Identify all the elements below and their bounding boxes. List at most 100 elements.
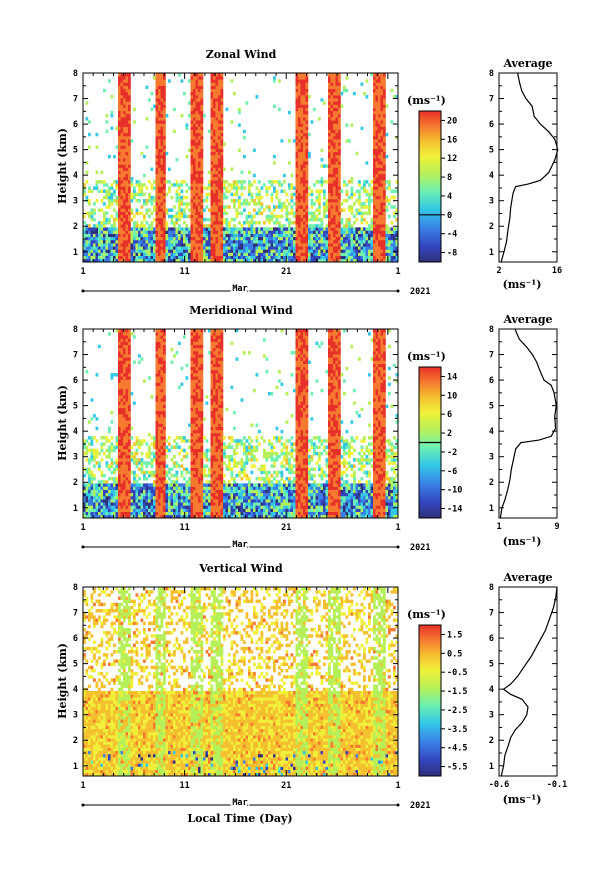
- heatmap-cell: [213, 82, 216, 86]
- heatmap-cell: [373, 246, 376, 250]
- heatmap-cell: [155, 151, 159, 156]
- heatmap-cell: [120, 511, 124, 516]
- heatmap-cell: [83, 486, 86, 490]
- heatmap-cell: [160, 183, 164, 187]
- heatmap-cell: [328, 158, 331, 162]
- heatmap-cell: [235, 243, 239, 247]
- heatmap-cell: [383, 189, 386, 193]
- heatmap-cell: [193, 79, 196, 83]
- heatmap-cell: [225, 233, 229, 238]
- heatmap-cell: [125, 145, 129, 149]
- heatmap-cell: [333, 76, 336, 80]
- heatmap-cell: [200, 224, 204, 228]
- heatmap-cell: [125, 76, 129, 80]
- heatmap-cell: [215, 145, 219, 149]
- heatmap-cell: [283, 246, 286, 250]
- heatmap-cell: [338, 224, 341, 228]
- heatmap-cell: [103, 495, 106, 500]
- heatmap-cell: [298, 217, 301, 222]
- heatmap-cell: [263, 230, 266, 234]
- heatmap-cell: [283, 233, 286, 238]
- heatmap-cell: [373, 202, 376, 206]
- heatmap-cell: [88, 467, 91, 472]
- heatmap-cell: [363, 255, 366, 260]
- heatmap-cell: [295, 230, 299, 234]
- heatmap-cell: [310, 217, 314, 222]
- heatmap-cell: [258, 258, 261, 263]
- heatmap-cell: [93, 414, 96, 418]
- heatmap-cell: [363, 202, 366, 206]
- heatmap-cell: [323, 189, 326, 193]
- heatmap-cell: [375, 249, 379, 253]
- heatmap-cell: [218, 202, 221, 206]
- heatmap-cell: [158, 439, 161, 443]
- heatmap-cell: [160, 423, 164, 427]
- heatmap-cell: [173, 205, 176, 209]
- heatmap-cell: [335, 158, 339, 162]
- heatmap-cell: [128, 508, 131, 512]
- heatmap-cell: [98, 508, 101, 512]
- heatmap-cell: [145, 499, 149, 503]
- heatmap-cell: [155, 145, 159, 149]
- heatmap-cell: [383, 258, 386, 263]
- heatmap-cell: [160, 473, 164, 478]
- heatmap-cell: [128, 189, 131, 193]
- heatmap-cell: [253, 243, 256, 247]
- heatmap-cell: [333, 110, 336, 115]
- heatmap-cell: [190, 142, 194, 146]
- heatmap-cell: [395, 252, 399, 256]
- heatmap-cell: [333, 217, 336, 222]
- heatmap-cell: [200, 249, 204, 253]
- heatmap-cell: [163, 499, 166, 503]
- heatmap-cell: [303, 113, 306, 118]
- heatmap-cell: [388, 246, 391, 250]
- heatmap-cell: [158, 139, 161, 143]
- heatmap-cell: [298, 233, 301, 238]
- heatmap-cell: [303, 79, 306, 83]
- heatmap-cell: [158, 354, 161, 358]
- heatmap-cell: [223, 180, 226, 184]
- heatmap-cell: [93, 236, 96, 241]
- heatmap-cell: [233, 230, 236, 234]
- heatmap-cell: [168, 243, 171, 247]
- heatmap-cell: [128, 376, 131, 380]
- heatmap-cell: [235, 214, 239, 219]
- heatmap-cell: [105, 502, 109, 506]
- heatmap-cell: [308, 252, 311, 256]
- heatmap-cell: [118, 483, 121, 487]
- heatmap-cell: [213, 161, 216, 165]
- heatmap-cell: [110, 464, 114, 468]
- heatmap-cell: [353, 230, 356, 234]
- heatmap-cell: [118, 195, 121, 200]
- heatmap-cell: [208, 239, 211, 244]
- heatmap-cell: [220, 214, 224, 219]
- heatmap-cell: [130, 246, 134, 250]
- heatmap-cell: [195, 136, 199, 140]
- heatmap-cell: [108, 199, 111, 203]
- heatmap-cell: [318, 246, 321, 250]
- heatmap-cell: [113, 249, 116, 253]
- heatmap-cell: [118, 467, 121, 472]
- heatmap-cell: [315, 208, 319, 212]
- y-tick-label: 3: [73, 197, 78, 207]
- heatmap-cell: [218, 214, 221, 219]
- heatmap-cell: [115, 195, 119, 200]
- heatmap-cell: [193, 211, 196, 216]
- heatmap-cell: [163, 176, 166, 181]
- heatmap-cell: [153, 483, 156, 487]
- heatmap-cell: [125, 142, 129, 146]
- heatmap-cell: [115, 464, 119, 468]
- heatmap-cell: [275, 233, 279, 238]
- heatmap-cell: [170, 255, 174, 260]
- heatmap-cell: [360, 126, 364, 130]
- heatmap-cell: [120, 79, 124, 83]
- heatmap-cell: [195, 217, 199, 222]
- heatmap-cell: [143, 249, 146, 253]
- heatmap-cell: [153, 480, 156, 484]
- heatmap-cell: [118, 426, 121, 431]
- heatmap-cell: [113, 217, 116, 222]
- heatmap-cell: [113, 199, 116, 203]
- heatmap-cell: [108, 154, 111, 159]
- heatmap-cell: [320, 158, 324, 162]
- heatmap-cell: [150, 511, 154, 516]
